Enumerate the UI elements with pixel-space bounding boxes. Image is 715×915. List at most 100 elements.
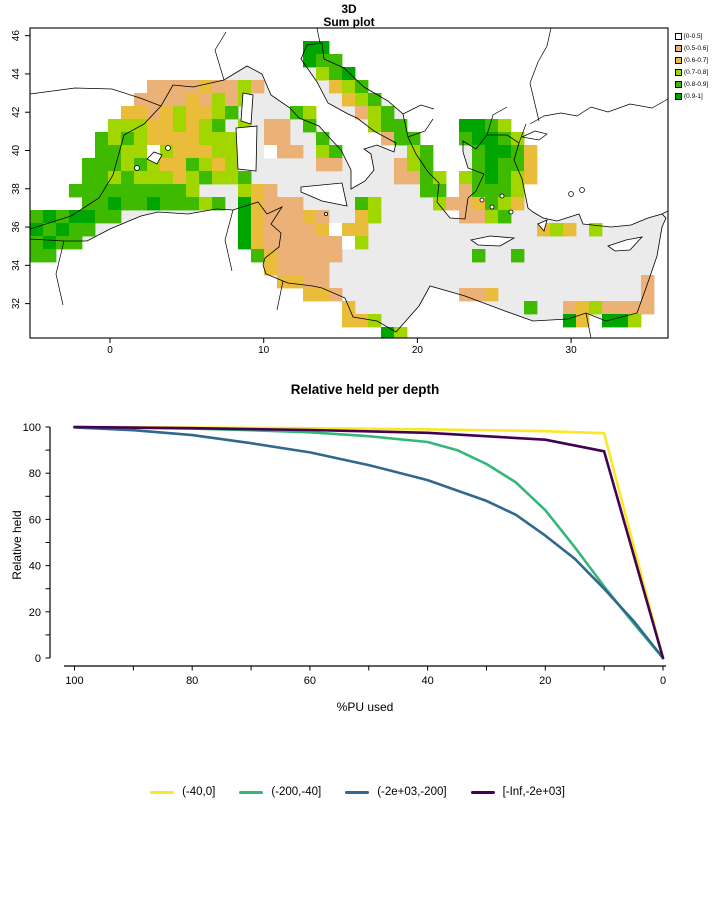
map-cell: [225, 80, 239, 94]
map-cell: [472, 145, 486, 159]
map-legend-item: [0-0.5]: [675, 31, 708, 42]
map-cell: [329, 236, 343, 250]
map-cell: [342, 93, 356, 107]
map-cell: [303, 210, 317, 224]
x-axis-title: %PU used: [336, 700, 394, 714]
chart-axes: 0 20 40 60 80 100 100 80 60 40 20 0: [23, 422, 666, 687]
map-cell: [303, 236, 317, 250]
map-cell: [524, 145, 538, 159]
map-cell: [69, 236, 83, 250]
map-cell: [30, 249, 44, 263]
map-cell: [264, 249, 278, 263]
map-cell: [264, 197, 278, 211]
coast-black-sea-south: [529, 98, 668, 125]
map-cell: [290, 236, 304, 250]
map-cell: [95, 158, 109, 172]
map-cell: [43, 249, 57, 263]
map-cell: [277, 262, 291, 276]
map-cell: [368, 93, 382, 107]
map-cell: [355, 197, 369, 211]
map-cell: [160, 158, 174, 172]
map-cell: [511, 184, 525, 198]
map-cell: [134, 145, 148, 159]
map-cell: [511, 249, 525, 263]
map-cell: [95, 145, 109, 159]
map-cell: [199, 106, 213, 120]
map-cell: [277, 210, 291, 224]
map-cell: [82, 223, 96, 237]
map-cell: [589, 223, 603, 237]
map-cell: [290, 249, 304, 263]
map-cell: [316, 223, 330, 237]
map-cell: [628, 301, 642, 315]
map-cell: [251, 249, 265, 263]
legend-line-swatch-icon: [150, 790, 175, 794]
map-cell: [212, 93, 226, 107]
island-ibiza: [134, 165, 140, 171]
map-cell: [95, 171, 109, 185]
map-cell: [290, 275, 304, 289]
map-cell: [381, 119, 395, 133]
map-cell: [459, 132, 473, 146]
map-cell: [264, 145, 278, 159]
map-cell: [238, 223, 252, 237]
map-cell: [134, 184, 148, 198]
map-cell: [264, 119, 278, 133]
map-cell: [641, 275, 655, 289]
island-cyclades-4: [508, 209, 514, 215]
legend-swatch-icon: [675, 81, 682, 88]
map-cell: [420, 184, 434, 198]
island-crete: [470, 235, 516, 247]
map-cell: [472, 249, 486, 263]
map-cell: [43, 210, 57, 224]
map-cell: [212, 145, 226, 159]
border-greece-bulgaria: [486, 106, 508, 136]
legend-line-swatch-icon: [345, 790, 370, 794]
map-cell: [355, 106, 369, 120]
map-cell: [342, 223, 356, 237]
border-algeria-tunisia: [224, 209, 234, 272]
map-cell: [316, 288, 330, 302]
map-cell: [316, 158, 330, 172]
map-cell: [186, 197, 200, 211]
legend-label: (0.9-1]: [684, 93, 703, 100]
map-cell: [290, 262, 304, 276]
map-cell: [160, 106, 174, 120]
map-cell: [498, 210, 512, 224]
map-cell: [563, 314, 577, 328]
sea-marmara-outline: [520, 130, 548, 141]
chart-legend-item: (-200,-40]: [239, 786, 321, 798]
map-cell: [199, 158, 213, 172]
map-cell: [498, 132, 512, 146]
island-mallorca: [146, 151, 163, 165]
x-tick-label: 100: [65, 675, 83, 687]
map-cell: [277, 119, 291, 133]
border-alps: [214, 31, 227, 81]
map-cell: [199, 80, 213, 94]
x-tick-label: 0: [660, 675, 666, 687]
map-cell: [160, 197, 174, 211]
legend-label: (-40,0]: [182, 786, 216, 798]
map-cell: [199, 197, 213, 211]
map-cell: [485, 184, 499, 198]
map-cell: [186, 184, 200, 198]
border-thrace: [518, 123, 527, 144]
map-cell: [121, 106, 135, 120]
map-cell: [446, 197, 460, 211]
map-cell: [316, 210, 330, 224]
map-cell: [199, 145, 213, 159]
map-cell: [628, 314, 642, 328]
map-cell: [173, 80, 187, 94]
map-cell: [576, 314, 590, 328]
map-cell: [459, 184, 473, 198]
lake-anatolia-2: [579, 187, 585, 193]
map-cell: [316, 249, 330, 263]
series-line: [73, 425, 665, 660]
map-cell: [212, 80, 226, 94]
map-cell: [329, 67, 343, 81]
map-cell: [186, 158, 200, 172]
legend-line-swatch-icon: [470, 790, 495, 794]
map-cell: [641, 288, 655, 302]
map-y-tick-label: 44: [11, 68, 22, 80]
map-cell: [355, 314, 369, 328]
